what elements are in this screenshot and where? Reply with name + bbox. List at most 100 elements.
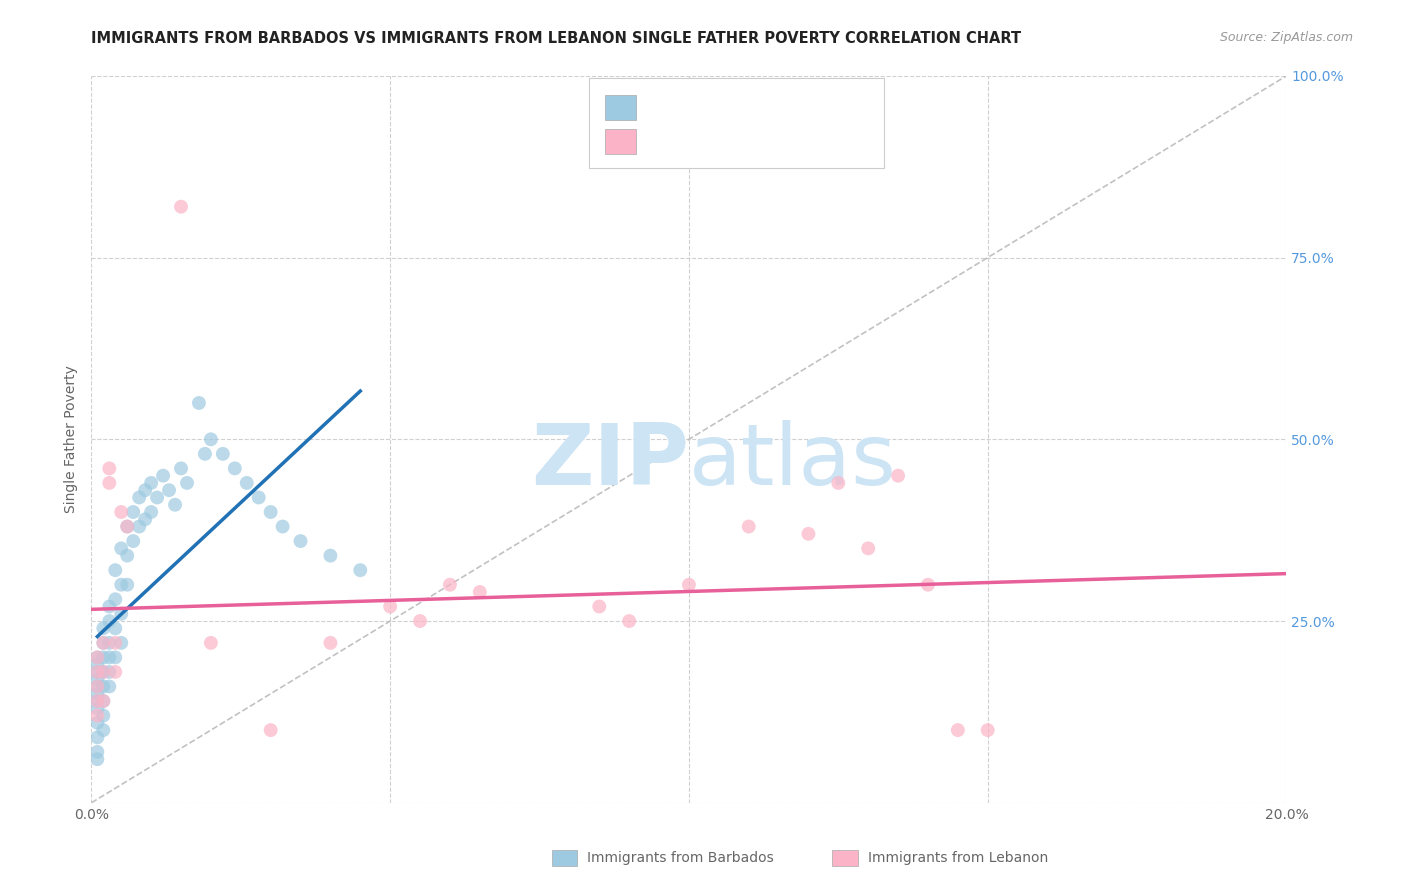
Point xyxy=(224,461,246,475)
Point xyxy=(98,461,121,475)
Point xyxy=(259,505,281,519)
Point xyxy=(86,680,108,694)
Text: R =  0.451   N = 33: R = 0.451 N = 33 xyxy=(645,134,794,149)
Point xyxy=(468,585,491,599)
Point xyxy=(86,745,108,759)
Point xyxy=(163,498,186,512)
Point xyxy=(86,680,108,694)
Point xyxy=(115,549,138,563)
Point xyxy=(86,715,108,730)
Point xyxy=(439,578,461,592)
Point xyxy=(93,665,115,679)
Point xyxy=(98,599,121,614)
Point xyxy=(976,723,998,737)
Point xyxy=(104,665,127,679)
Point xyxy=(200,432,222,446)
Point xyxy=(827,475,849,490)
Point xyxy=(141,475,163,490)
Point xyxy=(93,694,115,708)
Point xyxy=(211,447,233,461)
Point xyxy=(86,665,108,679)
Point xyxy=(115,519,138,533)
Point xyxy=(98,650,121,665)
Point xyxy=(98,475,121,490)
Point xyxy=(93,708,115,723)
Point xyxy=(93,636,115,650)
Point xyxy=(619,614,641,628)
Point xyxy=(134,483,156,498)
Text: Source: ZipAtlas.com: Source: ZipAtlas.com xyxy=(1219,31,1353,45)
Point xyxy=(86,708,108,723)
Point xyxy=(86,731,108,745)
Text: Immigrants from Lebanon: Immigrants from Lebanon xyxy=(868,851,1047,865)
Point xyxy=(858,541,880,556)
Point xyxy=(588,599,610,614)
Point xyxy=(86,672,108,686)
Point xyxy=(917,578,939,592)
Point xyxy=(737,519,759,533)
Point xyxy=(98,636,121,650)
Point xyxy=(194,447,217,461)
Y-axis label: Single Father Poverty: Single Father Poverty xyxy=(65,366,79,513)
Point xyxy=(86,650,108,665)
Point xyxy=(319,549,342,563)
Point xyxy=(247,491,270,505)
Point xyxy=(170,461,193,475)
Text: atlas: atlas xyxy=(689,419,897,502)
Point xyxy=(93,636,115,650)
Point xyxy=(104,636,127,650)
Point xyxy=(946,723,969,737)
Point xyxy=(93,694,115,708)
Point xyxy=(104,592,127,607)
Point xyxy=(86,752,108,766)
Point xyxy=(409,614,432,628)
Point xyxy=(86,657,108,672)
Text: R =  0.463   N = 63: R = 0.463 N = 63 xyxy=(645,100,794,115)
Point xyxy=(259,723,281,737)
Point xyxy=(152,468,174,483)
Point xyxy=(146,491,169,505)
Point xyxy=(86,701,108,715)
Point xyxy=(188,396,211,410)
Point xyxy=(887,468,910,483)
Text: IMMIGRANTS FROM BARBADOS VS IMMIGRANTS FROM LEBANON SINGLE FATHER POVERTY CORREL: IMMIGRANTS FROM BARBADOS VS IMMIGRANTS F… xyxy=(91,31,1022,46)
Point xyxy=(93,650,115,665)
Point xyxy=(134,512,156,526)
Point xyxy=(93,621,115,635)
Point xyxy=(176,475,198,490)
Point xyxy=(115,578,138,592)
Point xyxy=(104,621,127,635)
Point xyxy=(86,687,108,701)
Point xyxy=(157,483,180,498)
Point xyxy=(200,636,222,650)
Point xyxy=(110,505,132,519)
Point xyxy=(93,680,115,694)
Point xyxy=(122,534,145,549)
Point xyxy=(86,650,108,665)
Point xyxy=(170,200,193,214)
Point xyxy=(86,665,108,679)
Point xyxy=(110,636,132,650)
Point xyxy=(110,578,132,592)
Point xyxy=(271,519,294,533)
Point xyxy=(797,526,820,541)
Point xyxy=(98,614,121,628)
Point xyxy=(678,578,700,592)
Point xyxy=(86,694,108,708)
Point xyxy=(93,723,115,737)
Point xyxy=(110,541,132,556)
Point xyxy=(110,607,132,621)
Point xyxy=(86,694,108,708)
Point xyxy=(235,475,259,490)
Point xyxy=(104,563,127,577)
Point xyxy=(319,636,342,650)
Point xyxy=(122,505,145,519)
Point xyxy=(128,491,150,505)
Point xyxy=(98,680,121,694)
Text: Immigrants from Barbados: Immigrants from Barbados xyxy=(586,851,773,865)
Point xyxy=(98,665,121,679)
Point xyxy=(290,534,312,549)
Point xyxy=(349,563,371,577)
Point xyxy=(380,599,402,614)
Point xyxy=(104,650,127,665)
